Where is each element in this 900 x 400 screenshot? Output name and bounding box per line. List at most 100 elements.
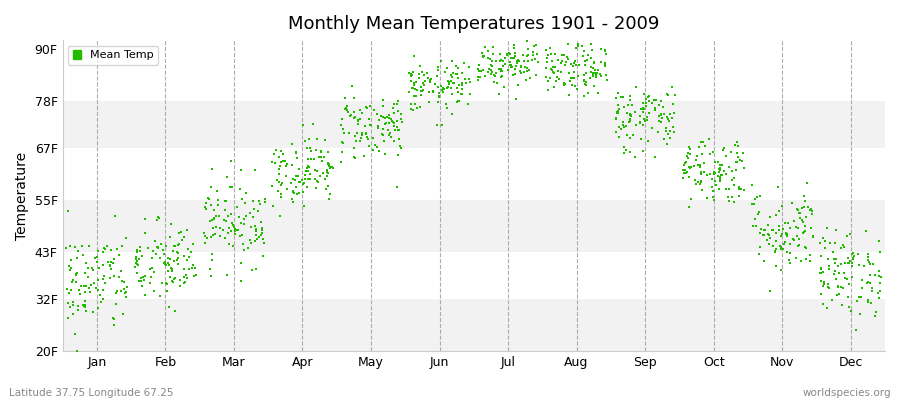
Point — [557, 82, 572, 88]
Point — [593, 71, 608, 77]
Point — [70, 270, 85, 276]
Point — [166, 258, 181, 265]
Point — [635, 105, 650, 112]
Point — [641, 138, 655, 144]
Point — [493, 74, 508, 80]
Point — [166, 279, 180, 286]
Point — [803, 258, 817, 264]
Point — [815, 268, 830, 275]
Point — [199, 200, 213, 206]
Point — [713, 176, 727, 182]
Point — [586, 70, 600, 77]
Point — [617, 144, 632, 150]
Point — [186, 262, 201, 268]
Point — [171, 261, 185, 268]
Point — [861, 299, 876, 305]
Point — [474, 50, 489, 56]
Point — [220, 174, 234, 181]
Point — [179, 272, 194, 278]
Point — [724, 177, 739, 184]
Point — [409, 92, 423, 99]
Point — [375, 132, 390, 139]
Point — [86, 267, 100, 274]
Point — [295, 122, 310, 129]
Point — [749, 223, 763, 229]
Point — [554, 60, 568, 66]
Point — [216, 227, 230, 234]
Point — [176, 266, 191, 272]
Point — [861, 279, 876, 286]
Point — [66, 301, 80, 308]
Point — [816, 279, 831, 285]
Point — [238, 190, 253, 197]
Point — [403, 72, 418, 79]
Point — [700, 172, 715, 178]
Point — [106, 256, 121, 262]
Point — [456, 60, 471, 66]
Point — [760, 231, 775, 237]
Point — [172, 240, 186, 247]
Point — [719, 171, 733, 178]
Point — [526, 48, 540, 55]
Point — [729, 139, 743, 145]
Point — [505, 64, 519, 70]
Point — [391, 98, 405, 104]
Point — [845, 256, 859, 262]
Point — [796, 204, 811, 210]
Point — [816, 235, 831, 242]
Point — [609, 95, 624, 101]
Point — [539, 46, 554, 53]
Point — [382, 120, 397, 126]
Point — [860, 297, 875, 304]
Point — [362, 115, 376, 122]
Point — [359, 104, 374, 110]
Point — [254, 232, 268, 238]
Point — [170, 249, 184, 255]
Text: Latitude 37.75 Longitude 67.25: Latitude 37.75 Longitude 67.25 — [9, 388, 174, 398]
Point — [245, 266, 259, 273]
Point — [803, 252, 817, 258]
Point — [203, 266, 218, 272]
Point — [610, 109, 625, 115]
Point — [394, 111, 409, 117]
Point — [725, 168, 740, 174]
Point — [301, 163, 315, 170]
Point — [719, 186, 733, 192]
Point — [86, 265, 100, 271]
Point — [860, 280, 875, 286]
Point — [873, 248, 887, 255]
Point — [211, 202, 225, 208]
Point — [770, 246, 784, 252]
Point — [382, 115, 396, 121]
Point — [268, 160, 283, 166]
Title: Monthly Mean Temperatures 1901 - 2009: Monthly Mean Temperatures 1901 - 2009 — [288, 15, 660, 33]
Point — [529, 51, 544, 58]
Point — [205, 251, 220, 258]
Point — [580, 79, 594, 85]
Point — [182, 254, 196, 260]
Point — [213, 225, 228, 232]
Point — [177, 280, 192, 286]
Point — [266, 202, 280, 209]
Point — [778, 239, 792, 245]
Point — [230, 227, 245, 234]
Point — [707, 197, 722, 203]
Point — [270, 176, 284, 183]
Point — [203, 202, 218, 208]
Point — [138, 273, 152, 279]
Point — [308, 167, 322, 174]
Point — [869, 308, 884, 315]
Point — [166, 266, 180, 272]
Point — [408, 86, 422, 92]
Point — [431, 99, 446, 105]
Point — [61, 263, 76, 269]
Point — [372, 116, 386, 123]
Point — [751, 211, 765, 217]
Point — [623, 97, 637, 103]
Point — [661, 92, 675, 98]
Point — [279, 163, 293, 170]
Point — [793, 215, 807, 221]
Point — [814, 266, 828, 272]
Point — [81, 264, 95, 271]
Point — [608, 115, 623, 122]
